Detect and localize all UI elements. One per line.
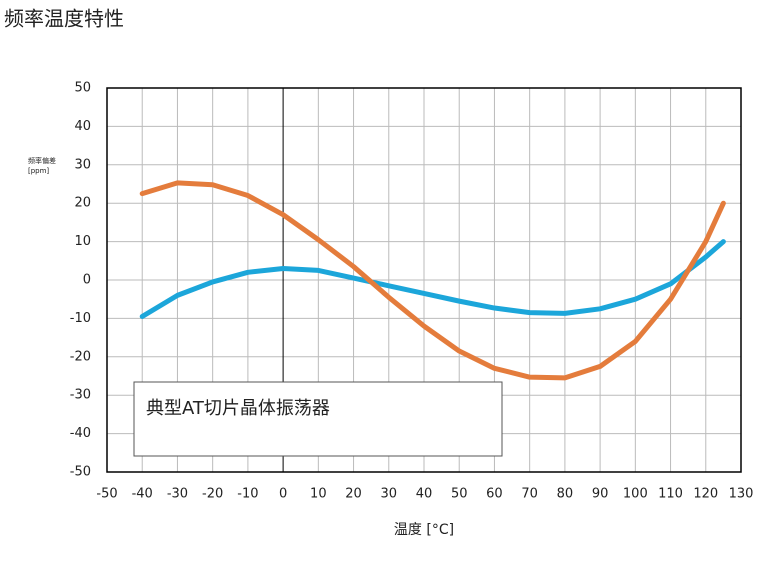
x-tick-label: 40 xyxy=(416,487,433,502)
x-tick-label: -30 xyxy=(167,487,188,502)
y-tick-label: -50 xyxy=(70,465,91,480)
x-tick-label: -10 xyxy=(237,487,258,502)
x-tick-label: 60 xyxy=(486,487,503,502)
x-tick-label: 50 xyxy=(451,487,468,502)
y-axis-unit: [ppm] xyxy=(28,167,49,175)
x-tick-label: -20 xyxy=(202,487,223,502)
x-tick-label: 80 xyxy=(557,487,574,502)
x-tick-label: 20 xyxy=(345,487,362,502)
x-tick-label: -50 xyxy=(96,487,117,502)
x-tick-label: -40 xyxy=(132,487,153,502)
x-tick-label: 0 xyxy=(279,487,287,502)
x-tick-label: 90 xyxy=(592,487,609,502)
x-tick-label: 100 xyxy=(623,487,648,502)
series-line xyxy=(139,239,726,319)
y-axis-label: 频率偏差 xyxy=(28,156,56,165)
x-tick-label: 120 xyxy=(693,487,718,502)
x-tick-label: 110 xyxy=(658,487,683,502)
chart-title: 频率温度特性 xyxy=(4,7,124,31)
series-line xyxy=(139,180,726,381)
y-tick-label: -10 xyxy=(70,311,91,326)
y-tick-label: -30 xyxy=(70,388,91,403)
y-tick-label: 50 xyxy=(74,81,91,96)
x-tick-label: 10 xyxy=(310,487,327,502)
plot-frame xyxy=(106,87,742,473)
annotation: 典型AT切片晶体振荡器 xyxy=(146,398,330,419)
y-tick-label: 10 xyxy=(74,234,91,249)
y-tick-label: 0 xyxy=(83,273,91,288)
x-tick-label: 130 xyxy=(729,487,754,502)
y-tick-label: -40 xyxy=(70,426,91,441)
x-tick-label: 70 xyxy=(521,487,538,502)
y-tick-label: 20 xyxy=(74,196,91,211)
y-tick-label: 40 xyxy=(74,119,91,134)
y-tick-label: -20 xyxy=(70,349,91,364)
x-tick-label: 30 xyxy=(381,487,398,502)
y-tick-label: 30 xyxy=(74,157,91,172)
x-axis-label: 温度 [°C] xyxy=(394,522,454,538)
annotation-box xyxy=(133,381,503,457)
